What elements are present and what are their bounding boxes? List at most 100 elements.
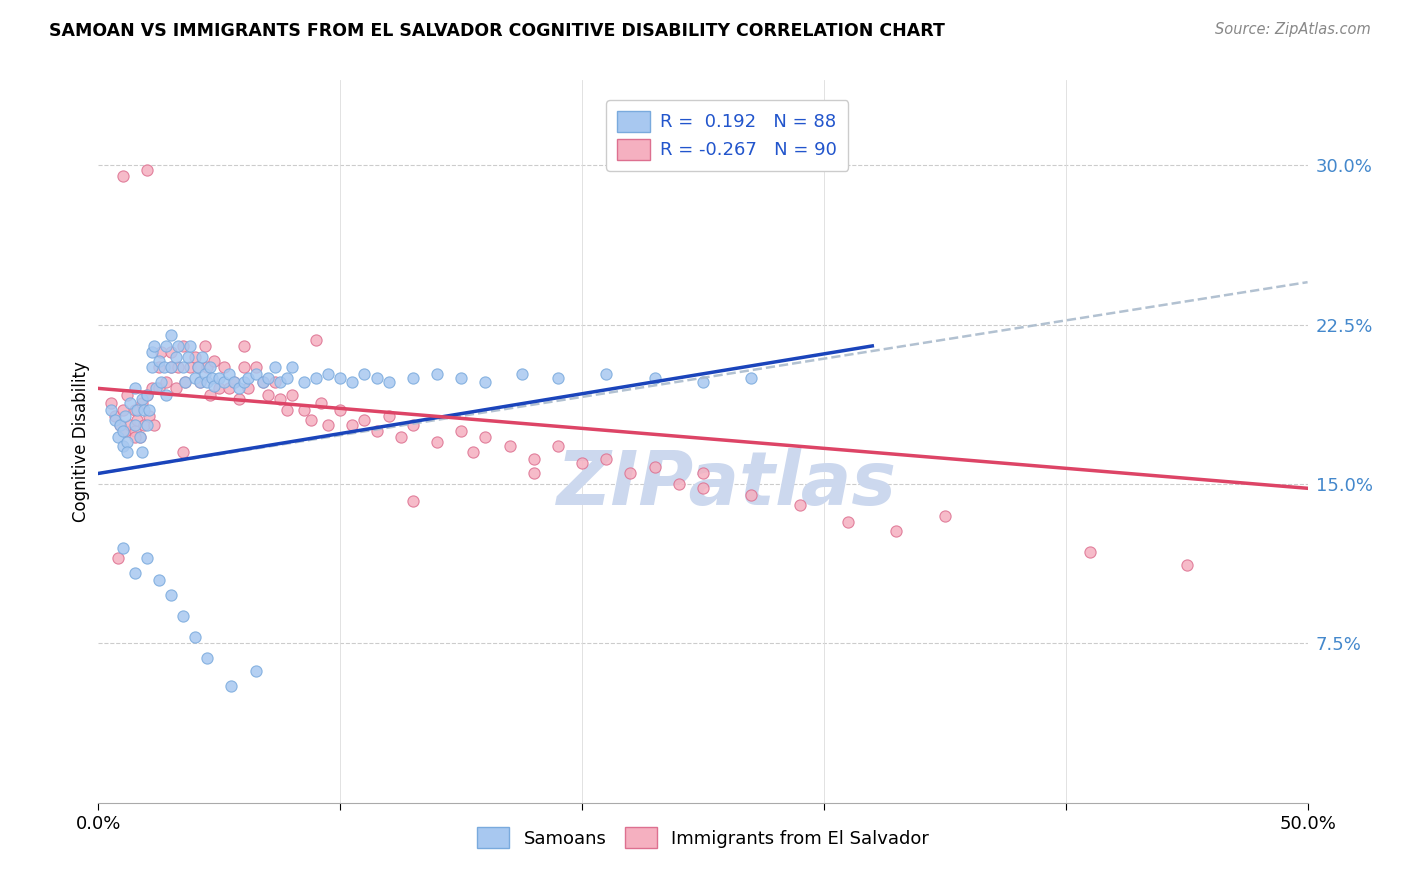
Point [402,494,425,508]
Point [218,381,240,395]
Point [160,328,183,343]
Point [264,375,287,389]
Point [264,360,287,375]
Point [141,345,163,359]
Point [450,424,472,438]
Point [167,360,190,375]
Point [342,375,364,389]
Point [117,434,139,449]
Point [177,350,200,364]
Point [692,481,714,495]
Point [619,467,641,481]
Point [195,651,218,665]
Point [184,350,207,364]
Point [208,381,231,395]
Point [174,375,197,389]
Point [128,430,150,444]
Point [523,467,546,481]
Point [172,360,194,375]
Legend: Samoans, Immigrants from El Salvador: Samoans, Immigrants from El Salvador [470,820,936,855]
Point [135,162,157,177]
Point [198,388,221,402]
Point [194,339,217,353]
Point [221,679,243,693]
Point [245,367,267,381]
Point [131,392,153,406]
Text: ZIPatlas: ZIPatlas [557,449,897,522]
Point [124,402,146,417]
Point [194,367,217,381]
Point [644,371,666,385]
Point [124,430,146,444]
Point [148,360,170,375]
Point [426,367,449,381]
Point [135,388,157,402]
Point [107,430,129,444]
Point [595,451,617,466]
Point [212,360,235,375]
Point [402,371,425,385]
Point [138,402,160,417]
Point [450,371,472,385]
Point [141,381,163,395]
Point [523,451,546,466]
Point [124,566,146,581]
Point [595,367,617,381]
Point [179,360,201,375]
Point [402,417,425,432]
Point [172,339,194,353]
Point [150,375,173,389]
Point [463,445,485,459]
Point [131,396,153,410]
Point [160,588,183,602]
Point [256,388,278,402]
Point [107,551,129,566]
Point [474,430,496,444]
Point [179,339,201,353]
Point [100,402,122,417]
Point [316,417,339,432]
Point [644,460,666,475]
Point [198,360,221,375]
Point [668,477,690,491]
Point [377,409,399,423]
Point [155,388,177,402]
Point [292,375,315,389]
Point [204,353,226,368]
Point [342,417,364,432]
Point [135,551,157,566]
Point [111,402,134,417]
Point [135,388,157,402]
Point [155,339,177,353]
Point [124,417,146,432]
Point [269,392,291,406]
Point [1175,558,1198,572]
Point [510,367,533,381]
Point [353,367,375,381]
Point [389,430,412,444]
Point [366,424,388,438]
Point [160,345,183,359]
Point [547,439,569,453]
Point [118,396,141,410]
Point [118,417,141,432]
Point [184,371,207,385]
Point [188,375,211,389]
Point [111,424,134,438]
Text: Source: ZipAtlas.com: Source: ZipAtlas.com [1215,22,1371,37]
Point [124,381,146,395]
Point [160,360,183,375]
Point [426,434,449,449]
Point [127,402,149,417]
Point [276,371,298,385]
Point [837,516,859,530]
Point [232,360,254,375]
Point [740,371,762,385]
Point [114,424,136,438]
Point [184,630,207,644]
Point [138,409,160,423]
Point [141,360,163,375]
Point [789,498,811,512]
Point [281,388,304,402]
Point [172,445,194,459]
